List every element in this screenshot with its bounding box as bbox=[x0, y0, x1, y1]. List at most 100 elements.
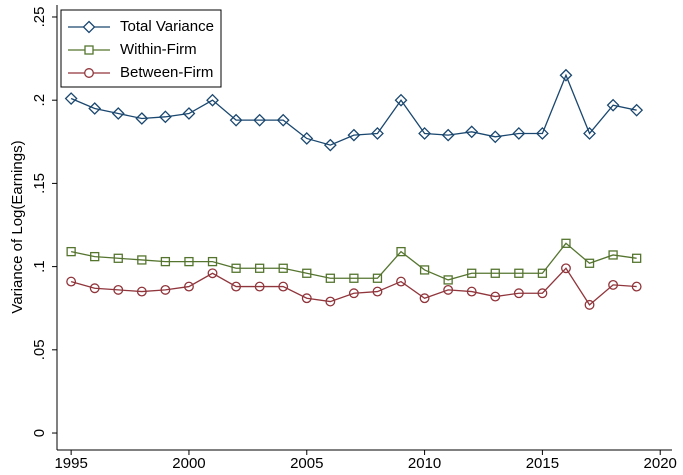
marker bbox=[254, 263, 265, 273]
legend-label: Total Variance bbox=[120, 18, 214, 35]
marker bbox=[254, 281, 265, 292]
marker bbox=[559, 68, 573, 82]
y-tick-label: .05 bbox=[31, 339, 48, 360]
marker bbox=[513, 288, 524, 299]
marker bbox=[276, 113, 290, 127]
marker bbox=[323, 138, 337, 152]
marker bbox=[441, 128, 455, 142]
y-tick-label: .15 bbox=[31, 173, 48, 194]
marker bbox=[630, 103, 644, 117]
marker bbox=[325, 296, 336, 307]
marker bbox=[372, 273, 383, 283]
series-line bbox=[71, 242, 637, 281]
marker bbox=[443, 275, 453, 285]
marker bbox=[301, 293, 312, 304]
marker bbox=[490, 268, 500, 278]
marker bbox=[300, 132, 314, 145]
series-line bbox=[70, 73, 637, 146]
marker bbox=[89, 283, 100, 294]
marker bbox=[88, 102, 102, 115]
marker bbox=[467, 268, 477, 278]
marker bbox=[135, 112, 149, 125]
marker bbox=[184, 281, 194, 292]
x-tick-label: 2020 bbox=[644, 455, 677, 472]
marker bbox=[64, 92, 78, 105]
legend-label: Within-Firm bbox=[120, 41, 197, 58]
marker bbox=[394, 93, 408, 107]
marker bbox=[561, 263, 571, 274]
marker bbox=[158, 110, 172, 124]
marker bbox=[631, 281, 642, 292]
marker bbox=[253, 113, 267, 127]
marker bbox=[396, 246, 406, 257]
marker bbox=[443, 284, 454, 295]
marker bbox=[561, 238, 571, 248]
marker bbox=[418, 127, 432, 140]
marker bbox=[66, 246, 76, 257]
marker bbox=[372, 286, 383, 297]
marker bbox=[160, 256, 171, 267]
marker bbox=[583, 127, 596, 140]
marker bbox=[160, 284, 171, 295]
marker bbox=[184, 256, 194, 267]
marker bbox=[206, 93, 219, 107]
marker bbox=[182, 107, 196, 120]
series-line bbox=[70, 267, 637, 306]
marker bbox=[349, 273, 359, 283]
x-tick-label: 2010 bbox=[408, 455, 441, 472]
marker bbox=[396, 276, 406, 287]
y-tick-label: .1 bbox=[31, 260, 48, 273]
marker bbox=[514, 268, 524, 278]
x-tick-label: 2005 bbox=[290, 455, 323, 472]
marker bbox=[231, 281, 242, 292]
x-tick-label: 2015 bbox=[526, 455, 559, 472]
marker bbox=[537, 268, 548, 278]
marker bbox=[488, 130, 502, 144]
marker bbox=[419, 265, 430, 275]
y-axis-label: Variance of Log(Earnings) bbox=[9, 140, 26, 313]
marker bbox=[113, 253, 123, 263]
marker bbox=[90, 251, 100, 262]
marker bbox=[136, 286, 147, 297]
marker bbox=[207, 268, 218, 279]
marker bbox=[278, 263, 288, 273]
marker bbox=[348, 288, 359, 299]
marker bbox=[632, 253, 642, 263]
legend-marker bbox=[84, 68, 94, 78]
marker bbox=[419, 293, 430, 304]
marker bbox=[371, 127, 384, 140]
marker bbox=[113, 284, 124, 295]
marker bbox=[608, 279, 619, 290]
legend-label: Between-Firm bbox=[120, 64, 213, 81]
marker bbox=[325, 273, 335, 283]
x-tick-label: 2000 bbox=[172, 455, 205, 472]
x-tick-label: 1995 bbox=[54, 455, 87, 472]
legend: Total Variance Within-Firm Between-Firm bbox=[60, 9, 222, 88]
marker bbox=[302, 268, 312, 278]
marker bbox=[207, 256, 218, 267]
marker bbox=[584, 299, 595, 310]
y-tick-label: 0 bbox=[31, 429, 48, 437]
marker bbox=[608, 250, 618, 260]
marker bbox=[465, 125, 479, 139]
marker bbox=[278, 281, 289, 292]
marker bbox=[347, 128, 361, 142]
marker bbox=[66, 276, 77, 287]
marker bbox=[606, 98, 620, 112]
marker bbox=[512, 127, 526, 140]
marker bbox=[490, 291, 501, 302]
legend-marker bbox=[82, 20, 96, 34]
legend-marker bbox=[84, 45, 94, 55]
marker bbox=[229, 113, 243, 127]
marker bbox=[466, 286, 477, 297]
marker bbox=[535, 127, 549, 140]
y-tick-label: .2 bbox=[31, 94, 48, 107]
marker bbox=[137, 255, 147, 265]
marker bbox=[111, 107, 125, 120]
y-tick-label: .25 bbox=[31, 7, 48, 28]
marker bbox=[584, 258, 595, 268]
marker bbox=[537, 288, 548, 299]
marker bbox=[231, 263, 241, 273]
